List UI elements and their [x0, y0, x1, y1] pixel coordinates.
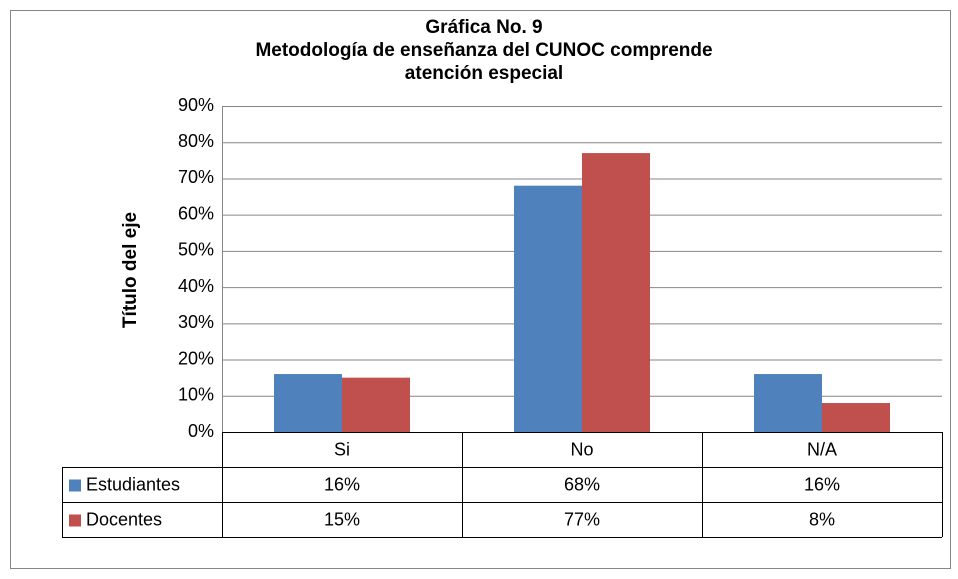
y-tick-label: 80% — [178, 131, 214, 151]
y-tick-label: 90% — [178, 95, 214, 115]
x-tick-label: No — [570, 439, 593, 459]
legend-label: Estudiantes — [86, 474, 180, 494]
bar — [342, 377, 410, 432]
bar — [274, 374, 342, 432]
data-label: 8% — [809, 509, 835, 529]
data-label: 16% — [804, 474, 840, 494]
data-label: 15% — [324, 509, 360, 529]
y-tick-label: 30% — [178, 312, 214, 332]
bar — [822, 403, 890, 432]
chart-title: Gráfica No. 9 — [425, 17, 542, 38]
data-label: 77% — [564, 509, 600, 529]
y-tick-label: 50% — [178, 240, 214, 260]
x-tick-label: N/A — [807, 439, 837, 459]
bar — [514, 185, 582, 432]
y-tick-label: 70% — [178, 167, 214, 187]
data-label: 68% — [564, 474, 600, 494]
chart-title: Metodología de enseñanza del CUNOC compr… — [255, 40, 712, 61]
y-tick-label: 10% — [178, 385, 214, 405]
data-label: 16% — [324, 474, 360, 494]
bar — [582, 153, 650, 433]
bar — [754, 374, 822, 432]
chart-border — [10, 10, 951, 569]
y-tick-label: 60% — [178, 203, 214, 223]
legend-label: Docentes — [86, 509, 162, 529]
y-tick-label: 0% — [188, 421, 214, 441]
legend-key — [69, 514, 81, 527]
x-tick-label: Si — [334, 439, 350, 459]
legend-key — [69, 479, 81, 492]
chart-title: atención especial — [405, 63, 563, 84]
y-tick-label: 20% — [178, 348, 214, 368]
y-axis-label: Título del eje — [120, 212, 141, 328]
y-tick-label: 40% — [178, 276, 214, 296]
